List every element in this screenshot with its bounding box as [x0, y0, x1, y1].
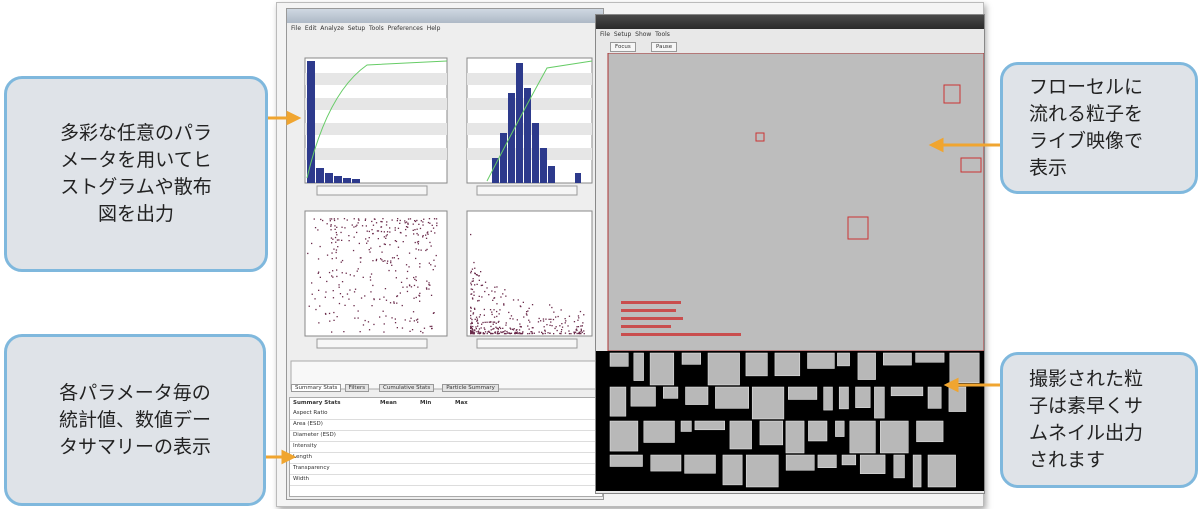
tab[interactable]: Particle Summary	[442, 384, 499, 392]
histogram-1	[305, 58, 447, 183]
row-line	[290, 430, 602, 431]
callout-line: メータを用いてヒ	[60, 147, 211, 174]
title-bar	[596, 15, 984, 29]
row-label: Transparency	[293, 465, 330, 471]
scatter-2	[467, 211, 592, 336]
table-header: Summary Stats	[293, 400, 340, 406]
callout-line: ストグラムや散布	[60, 174, 211, 201]
table-header: Min	[420, 400, 431, 406]
table-header: Max	[455, 400, 468, 406]
pause-button[interactable]: Pause	[651, 42, 677, 52]
menu-bar[interactable]: File Edit Analyze Setup Tools Preference…	[291, 25, 440, 32]
menu-bar[interactable]: File Setup Show Tools	[600, 31, 670, 38]
row-line	[290, 419, 602, 420]
callout-line: 撮影された粒	[1029, 366, 1143, 393]
callout-line: 流れる粒子を	[1029, 101, 1143, 128]
callout-line: ライブ映像で	[1029, 128, 1143, 155]
row-label: Aspect Ratio	[293, 410, 328, 416]
table-header: Mean	[380, 400, 397, 406]
callout-line: 子は素早くサ	[1029, 393, 1143, 420]
callout-line: ムネイル出力	[1029, 420, 1143, 447]
row-line	[290, 485, 602, 486]
row-line	[290, 474, 602, 475]
callout-line: 多彩な任意のパラ	[60, 120, 212, 147]
imaging-window: File Setup Show Tools Focus Pause	[595, 14, 985, 494]
row-line	[290, 452, 602, 453]
analysis-window: File Edit Analyze Setup Tools Preference…	[286, 8, 604, 500]
tab[interactable]: Cumulative Stats	[379, 384, 434, 392]
live-view	[596, 53, 984, 493]
callout-line: 統計値、数値デー	[59, 407, 211, 434]
focus-button[interactable]: Focus	[610, 42, 636, 52]
callout-line: 表示	[1029, 155, 1067, 182]
callout-line: フローセルに	[1029, 74, 1143, 101]
row-label: Area (ESD)	[293, 421, 323, 427]
title-bar	[287, 9, 603, 23]
callout-line: されます	[1029, 447, 1105, 474]
callout: 撮影された粒子は素早くサムネイル出力されます	[1000, 352, 1198, 488]
callout: 多彩な任意のパラメータを用いてヒストグラムや散布図を出力	[4, 76, 268, 272]
row-label: Intensity	[293, 443, 317, 449]
tab[interactable]: Summary Stats	[291, 384, 341, 392]
callout: フローセルに流れる粒子をライブ映像で表示	[1000, 62, 1198, 194]
callout-line: タサマリーの表示	[59, 434, 211, 461]
screen: File Edit Analyze Setup Tools Preference…	[0, 0, 1201, 509]
tab[interactable]: Filters	[345, 384, 370, 392]
histogram-2	[467, 58, 592, 183]
row-label: Length	[293, 454, 312, 460]
callout: 各パラメータ毎の統計値、数値データサマリーの表示	[4, 334, 266, 506]
scatter-1	[305, 211, 447, 336]
row-line	[290, 463, 602, 464]
row-label: Width	[293, 476, 309, 482]
row-label: Diameter (ESD)	[293, 432, 336, 438]
plots	[287, 33, 603, 403]
callout-line: 図を出力	[98, 201, 174, 228]
callout-line: 各パラメータ毎の	[59, 380, 210, 407]
row-line	[290, 441, 602, 442]
